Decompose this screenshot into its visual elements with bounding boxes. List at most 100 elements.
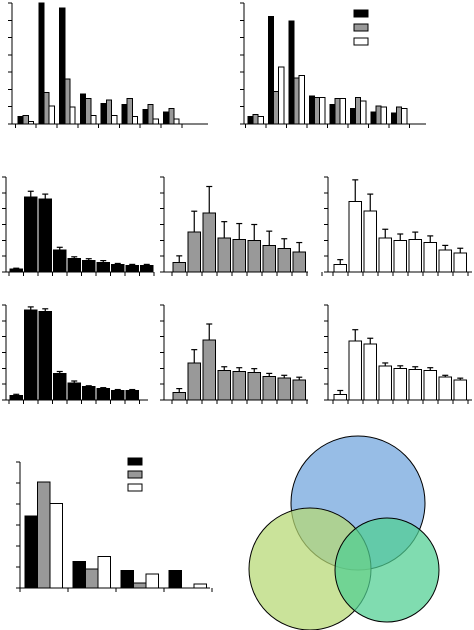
bar-black-8 [163,111,170,125]
bar-gray-6 [126,98,133,125]
bar-gray-7 [262,375,276,401]
legend [127,457,143,492]
bar-white-8 [438,376,452,401]
bar-black-1 [9,394,23,401]
legend [353,9,369,46]
chart-p3 [2,176,155,276]
bar-gray-9 [292,251,306,273]
bar-gray-7 [375,105,382,125]
bar-black-3 [288,20,295,125]
bar-gray-1 [172,262,186,273]
bar-gray-8 [277,377,291,401]
bar-black-9 [125,264,139,273]
bar-black-8 [111,390,125,401]
bar-white-8 [401,107,408,125]
bar-white-2 [348,340,362,401]
bar-black-3 [59,7,66,125]
bar-black-8 [111,263,125,273]
bar-white-3 [69,106,76,125]
chart-p9 [16,457,213,592]
bar-gray-3 [202,212,216,273]
bar-gray-7 [262,244,276,273]
chart-p2 [240,2,426,128]
bar-white-2 [97,556,111,589]
bar-gray-1 [252,113,259,125]
bar-black-2 [38,2,45,125]
bar-white-1 [257,116,264,125]
bar-black-2 [268,15,275,125]
bar-gray-3 [133,582,147,589]
bar-black-7 [370,111,377,125]
bar-white-1 [49,503,63,589]
bar-black-6 [82,386,96,401]
bar-white-1 [333,393,347,401]
bar-gray-6 [355,96,362,125]
bar-white-5 [393,240,407,273]
bar-black-3 [120,569,134,589]
bar-white-7 [423,370,437,401]
bar-gray-3 [293,77,300,125]
bar-black-5 [329,104,336,125]
bar-white-4 [378,365,392,401]
bar-gray-2 [273,90,280,125]
legend-swatch-white [353,37,369,46]
bar-black-3 [38,198,52,273]
bar-gray-2 [187,231,201,273]
bar-white-3 [363,343,377,401]
bar-gray-5 [334,98,341,125]
bar-black-5 [67,258,81,273]
chart-p7 [160,304,308,404]
bar-black-1 [17,116,24,125]
bar-black-8 [391,112,398,125]
bar-white-6 [360,100,367,125]
bar-white-3 [145,573,159,589]
bar-black-5 [67,382,81,401]
bar-black-4 [168,569,182,589]
bar-gray-8 [277,247,291,273]
bar-white-4 [378,237,392,273]
bar-gray-2 [85,568,99,589]
bar-white-5 [339,98,346,125]
bar-white-6 [131,116,139,125]
bar-white-9 [453,252,467,273]
bar-white-1 [27,121,35,125]
bar-white-4 [319,96,326,125]
bar-gray-6 [247,371,261,401]
bar-black-2 [24,309,38,401]
bar-gray-4 [314,96,321,125]
bar-black-6 [121,104,128,125]
bar-black-4 [53,249,67,273]
bar-black-7 [142,108,149,125]
legend-swatch-gray [353,23,369,32]
bar-white-1 [333,263,347,273]
bar-gray-9 [292,379,306,401]
bar-white-3 [363,210,377,273]
bar-black-1 [24,515,38,589]
chart-p4 [160,176,323,276]
bar-black-6 [350,107,357,125]
bar-black-1 [9,268,23,273]
bar-gray-1 [22,115,29,125]
bar-black-4 [53,372,67,401]
bar-white-5 [111,115,118,125]
bar-white-4 [193,583,207,589]
bar-white-4 [90,115,97,125]
bar-black-4 [79,93,87,125]
chart-p1 [8,2,208,128]
chart-p6 [2,304,148,404]
bar-gray-8 [168,107,175,125]
bar-gray-1 [172,391,186,401]
bar-white-6 [408,369,422,401]
bar-black-7 [96,388,110,401]
bar-white-6 [408,239,422,273]
bar-gray-3 [202,339,216,401]
bar-gray-5 [232,239,246,273]
bar-white-5 [393,368,407,401]
bar-gray-2 [43,92,50,125]
bar-black-5 [100,102,107,125]
bar-gray-6 [247,240,261,273]
legend-swatch-black [127,457,143,466]
bar-black-4 [309,95,316,125]
